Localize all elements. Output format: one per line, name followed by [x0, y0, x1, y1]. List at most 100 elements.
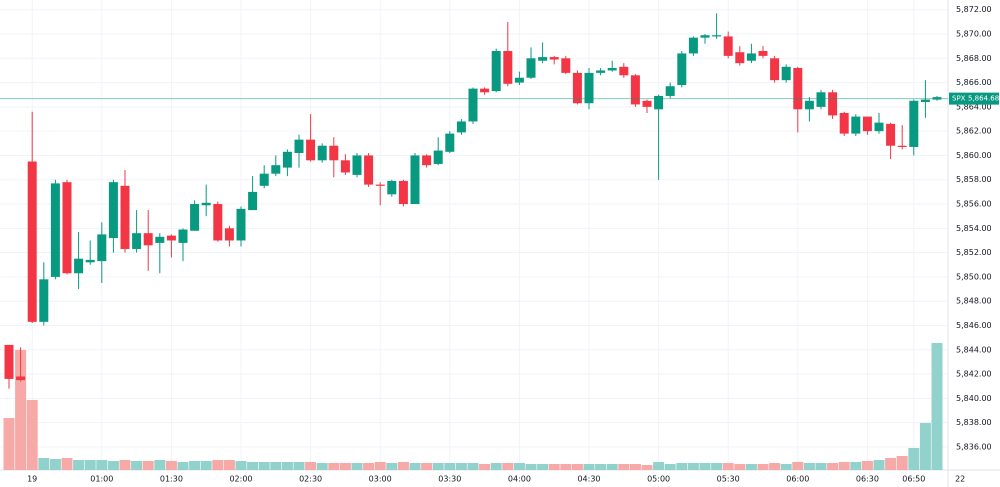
volume-bar: [119, 460, 131, 470]
candle-body: [282, 151, 292, 168]
candle-body: [549, 57, 559, 60]
volume-bar: [351, 463, 363, 470]
volume-bar: [827, 463, 839, 470]
volume-bar: [154, 460, 166, 470]
candle-body: [839, 112, 849, 134]
candle-body: [62, 182, 72, 274]
x-tick-label: 05:30: [717, 475, 740, 484]
volume-bar: [722, 463, 734, 470]
x-tick-label: 19: [27, 475, 37, 484]
volume-bar: [676, 463, 688, 470]
volume-bar: [537, 464, 549, 470]
volume-bar: [397, 462, 409, 470]
volume-bar: [850, 462, 862, 470]
volume-bar: [873, 460, 885, 470]
volume-bar: [769, 463, 781, 470]
y-tick-label: 5,868.00: [956, 54, 992, 63]
candle-body: [642, 100, 652, 107]
y-tick-label: 5,848.00: [956, 297, 992, 306]
candle-body: [16, 376, 26, 381]
candle-body: [201, 202, 211, 206]
y-tick-label: 5,850.00: [956, 272, 992, 281]
volume-bar: [444, 463, 456, 470]
candle-body: [584, 72, 594, 104]
volume-bar: [803, 463, 815, 470]
candle-body: [224, 228, 234, 241]
candle-body: [828, 92, 838, 116]
volume-bar: [142, 461, 154, 470]
volume-bar: [908, 448, 920, 470]
volume-bar: [513, 463, 525, 470]
volume-bar: [316, 463, 328, 470]
volume-bar: [548, 464, 560, 470]
candle-body: [329, 145, 339, 161]
candle-body: [561, 58, 571, 73]
candle-body: [306, 139, 316, 161]
volume-bar: [687, 463, 699, 470]
candle-body: [712, 35, 722, 37]
candle-body: [491, 51, 501, 92]
candle-body: [468, 88, 478, 122]
candle-body: [874, 122, 884, 132]
volume-bar: [96, 460, 108, 470]
candle-body: [688, 37, 698, 54]
x-tick-label: 03:30: [438, 475, 461, 484]
y-tick-label: 5,854.00: [956, 224, 992, 233]
volume-bar: [919, 423, 931, 470]
y-tick-label: 5,858.00: [956, 175, 992, 184]
volume-bar: [490, 463, 502, 470]
candle-body: [294, 139, 304, 154]
volume-bar: [131, 461, 143, 470]
volume-bar: [165, 461, 177, 470]
volume-bar: [455, 463, 467, 470]
candle-body: [236, 208, 246, 241]
volume-bar: [189, 461, 201, 470]
volume-bar: [560, 464, 572, 470]
volume-bar: [3, 418, 15, 470]
candle-body: [422, 155, 432, 166]
candle-body: [433, 150, 443, 164]
candle-body: [654, 95, 664, 110]
candle-body: [665, 86, 675, 96]
x-tick-label: 04:00: [508, 475, 531, 484]
volume-bar: [653, 462, 665, 470]
x-tick-label: 01:00: [90, 475, 113, 484]
candle-body: [456, 121, 466, 133]
candle-body: [445, 133, 455, 152]
volume-bar: [73, 460, 85, 470]
y-tick-label: 5,862.00: [956, 127, 992, 136]
y-tick-label: 5,846.00: [956, 321, 992, 330]
volume-bar: [293, 462, 305, 470]
candle-body: [630, 75, 640, 105]
volume-bar: [339, 463, 351, 470]
candle-body: [364, 155, 374, 185]
candle-body: [178, 229, 188, 243]
y-tick-label: 5,838.00: [956, 418, 992, 427]
volume-bar: [235, 461, 247, 470]
candle-body: [758, 51, 768, 56]
volume-bar: [421, 463, 433, 470]
y-tick-label: 5,840.00: [956, 394, 992, 403]
candle-body: [735, 52, 745, 64]
candle-body: [340, 160, 350, 173]
y-tick-label: 5,860.00: [956, 151, 992, 160]
candle-body: [387, 180, 397, 195]
volume-bar: [49, 459, 61, 470]
candle-body: [538, 57, 548, 61]
volume-bar: [223, 460, 235, 470]
candle-body: [97, 234, 107, 262]
volume-bar: [328, 463, 340, 470]
last-price-box: [949, 92, 999, 105]
candle-body: [190, 204, 200, 231]
volume-bar: [38, 458, 50, 470]
volume-bar: [618, 464, 630, 470]
volume-bar: [641, 465, 653, 470]
candle-body: [398, 180, 408, 205]
candle-body: [897, 145, 907, 147]
volume-bar: [305, 462, 317, 470]
x-tick-label: 03:00: [369, 475, 392, 484]
y-tick-label: 5,872.00: [956, 5, 992, 14]
candle-body: [503, 51, 513, 84]
volume-bar: [212, 460, 224, 470]
candle-body: [27, 161, 37, 322]
